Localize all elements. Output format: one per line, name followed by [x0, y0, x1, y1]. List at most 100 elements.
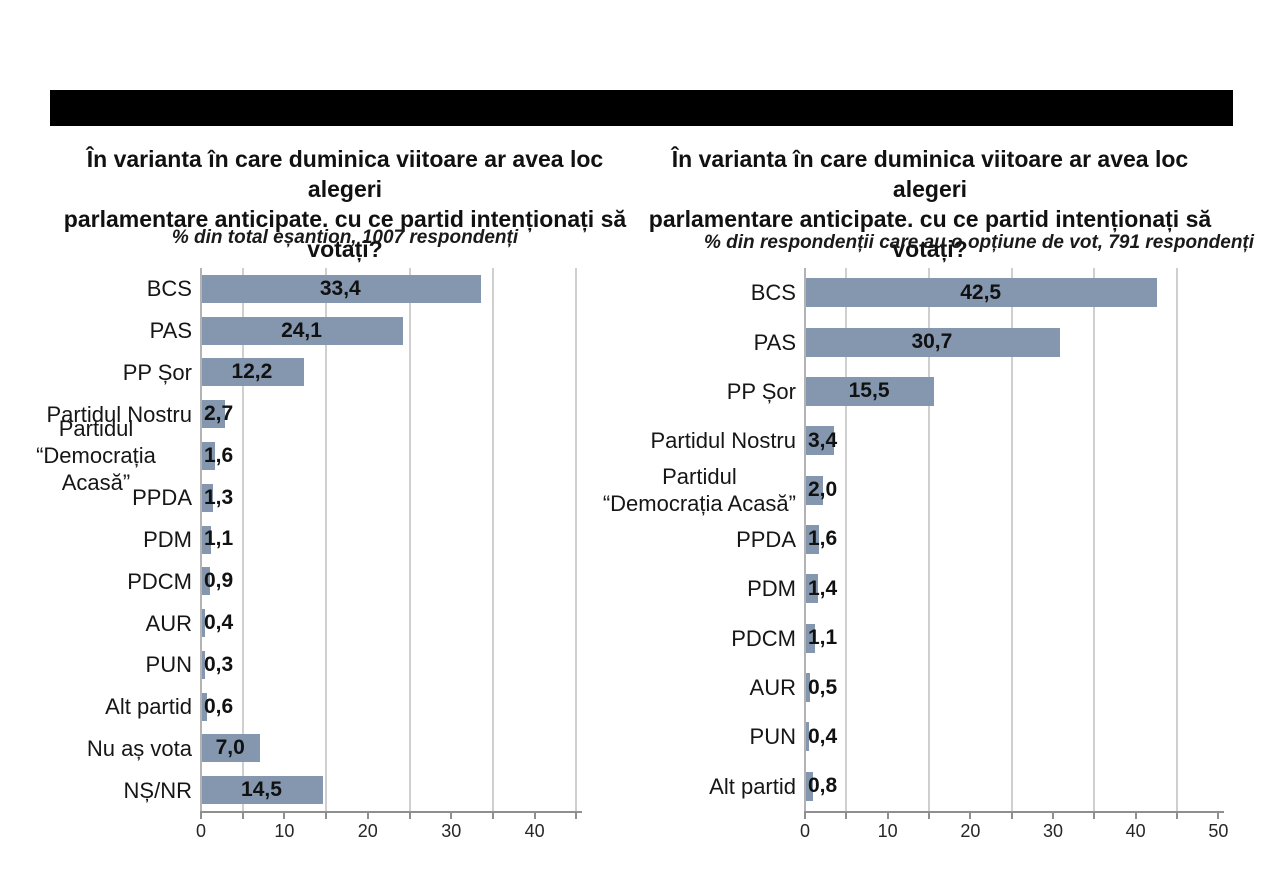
category-label: Alt partid: [105, 694, 192, 720]
x-axis-tick-label: 20: [960, 821, 981, 841]
x-axis-tick-label: 20: [357, 821, 378, 841]
bar: [806, 623, 816, 653]
category-label: PAS: [149, 318, 192, 344]
category-label: Partidul Nostru: [650, 428, 796, 454]
category-label: Partidul Nostru: [46, 401, 192, 427]
x-axis-tick-label: 10: [274, 821, 295, 841]
bar-value-label: 14,5: [241, 778, 282, 802]
right-chart-subtitle: % din respondenții care au o opțiune de …: [704, 232, 1255, 253]
x-axis-tick-label: 40: [524, 821, 545, 841]
bar-value-label: 2,0: [808, 478, 838, 502]
x-axis-tick: [450, 813, 453, 819]
bar: [806, 426, 835, 456]
bar: [202, 400, 225, 429]
x-axis-tick: [241, 813, 244, 819]
category-label: BCS: [750, 280, 796, 306]
gridline: [575, 268, 578, 811]
bar: [806, 327, 1060, 357]
x-axis-tick-label: 30: [1042, 821, 1064, 841]
category-label: Nu aș vota: [86, 735, 192, 761]
gridline: [325, 268, 328, 811]
bar-value-label: 2,7: [204, 402, 234, 426]
bar: [806, 771, 813, 801]
category-label: Alt partid: [709, 773, 796, 799]
bar-value-label: 1,6: [808, 527, 838, 551]
x-axis-tick: [200, 813, 202, 819]
category-label: NȘ/NR: [123, 777, 192, 803]
x-axis-tick: [408, 813, 411, 819]
bar: [806, 475, 823, 505]
bar-value-label: 3,4: [808, 428, 838, 452]
bar-value-label: 24,1: [281, 318, 322, 342]
x-axis-tick: [575, 813, 578, 819]
bar-value-label: 0,4: [204, 611, 234, 635]
x-axis-tick-label: 50: [1208, 821, 1229, 841]
bar-value-label: 0,4: [808, 724, 838, 748]
bar: [202, 609, 206, 638]
bar-value-label: 1,6: [204, 443, 234, 467]
right-chart-title: În varianta în care duminica viitoare ar…: [648, 146, 1212, 262]
left-chart-subtitle: % din total eșantion, 1007 respondenți: [171, 227, 519, 248]
x-axis-tick: [366, 813, 369, 819]
x-axis-tick: [804, 813, 806, 819]
category-label: PUN: [749, 724, 796, 750]
category-label: PAS: [753, 329, 796, 355]
category-label: PDM: [747, 576, 796, 602]
bar: [806, 278, 1158, 308]
bar-value-label: 33,4: [319, 276, 361, 300]
x-axis-tick: [283, 813, 286, 819]
category-label: BCS: [146, 276, 192, 302]
x-axis-tick: [1217, 813, 1220, 819]
bar-value-label: 1,1: [204, 527, 234, 551]
bar-value-label: 0,9: [204, 569, 234, 593]
x-axis-tick: [533, 813, 536, 819]
bar: [202, 776, 323, 805]
x-axis-tick: [325, 813, 328, 819]
bar-value-label: 0,5: [808, 675, 838, 699]
bar: [202, 274, 481, 303]
bar: [202, 483, 213, 512]
bar-value-label: 12,2: [231, 360, 273, 384]
bar: [202, 650, 205, 679]
bar: [806, 574, 818, 604]
bar-value-label: 1,1: [808, 626, 838, 650]
x-axis-tick: [928, 813, 930, 819]
gridline: [241, 268, 244, 811]
x-axis-tick: [1052, 813, 1054, 819]
category-label: PP Șor: [726, 378, 796, 404]
gridline: [491, 268, 494, 811]
x-axis-tick: [491, 813, 494, 819]
category-label: PDCM: [731, 625, 796, 651]
bar-value-label: 30,7: [911, 330, 953, 354]
bar: [806, 673, 811, 703]
x-axis-tick: [845, 813, 848, 819]
x-axis-line: [200, 811, 582, 813]
bar: [202, 567, 210, 596]
bar-value-label: 15,5: [848, 379, 890, 403]
category-label: Partidul “Democrația Acasă”: [602, 464, 796, 517]
bar-value-label: 0,6: [204, 694, 234, 718]
left-chart-title: În varianta în care duminica viitoare ar…: [63, 146, 627, 262]
x-axis-tick-label: 30: [441, 821, 462, 841]
bar-value-label: 42,5: [960, 280, 1002, 304]
gridline: [1010, 268, 1013, 811]
category-axis-line: [804, 268, 806, 813]
gridline: [408, 268, 411, 811]
category-label: PDCM: [127, 568, 192, 594]
gridline: [928, 268, 930, 811]
bar: [202, 692, 207, 721]
category-label: PUN: [145, 652, 192, 678]
bar: [202, 441, 216, 470]
category-label: PPDA: [132, 485, 192, 511]
gridline: [845, 268, 848, 811]
bar: [806, 525, 820, 554]
gridline: [1176, 268, 1178, 811]
x-axis-tick: [886, 813, 889, 819]
bar: [806, 376, 935, 406]
bar-value-label: 7,0: [215, 736, 245, 760]
bar: [202, 525, 212, 554]
category-label: PPDA: [736, 526, 796, 552]
bar-value-label: 0,8: [808, 774, 838, 798]
